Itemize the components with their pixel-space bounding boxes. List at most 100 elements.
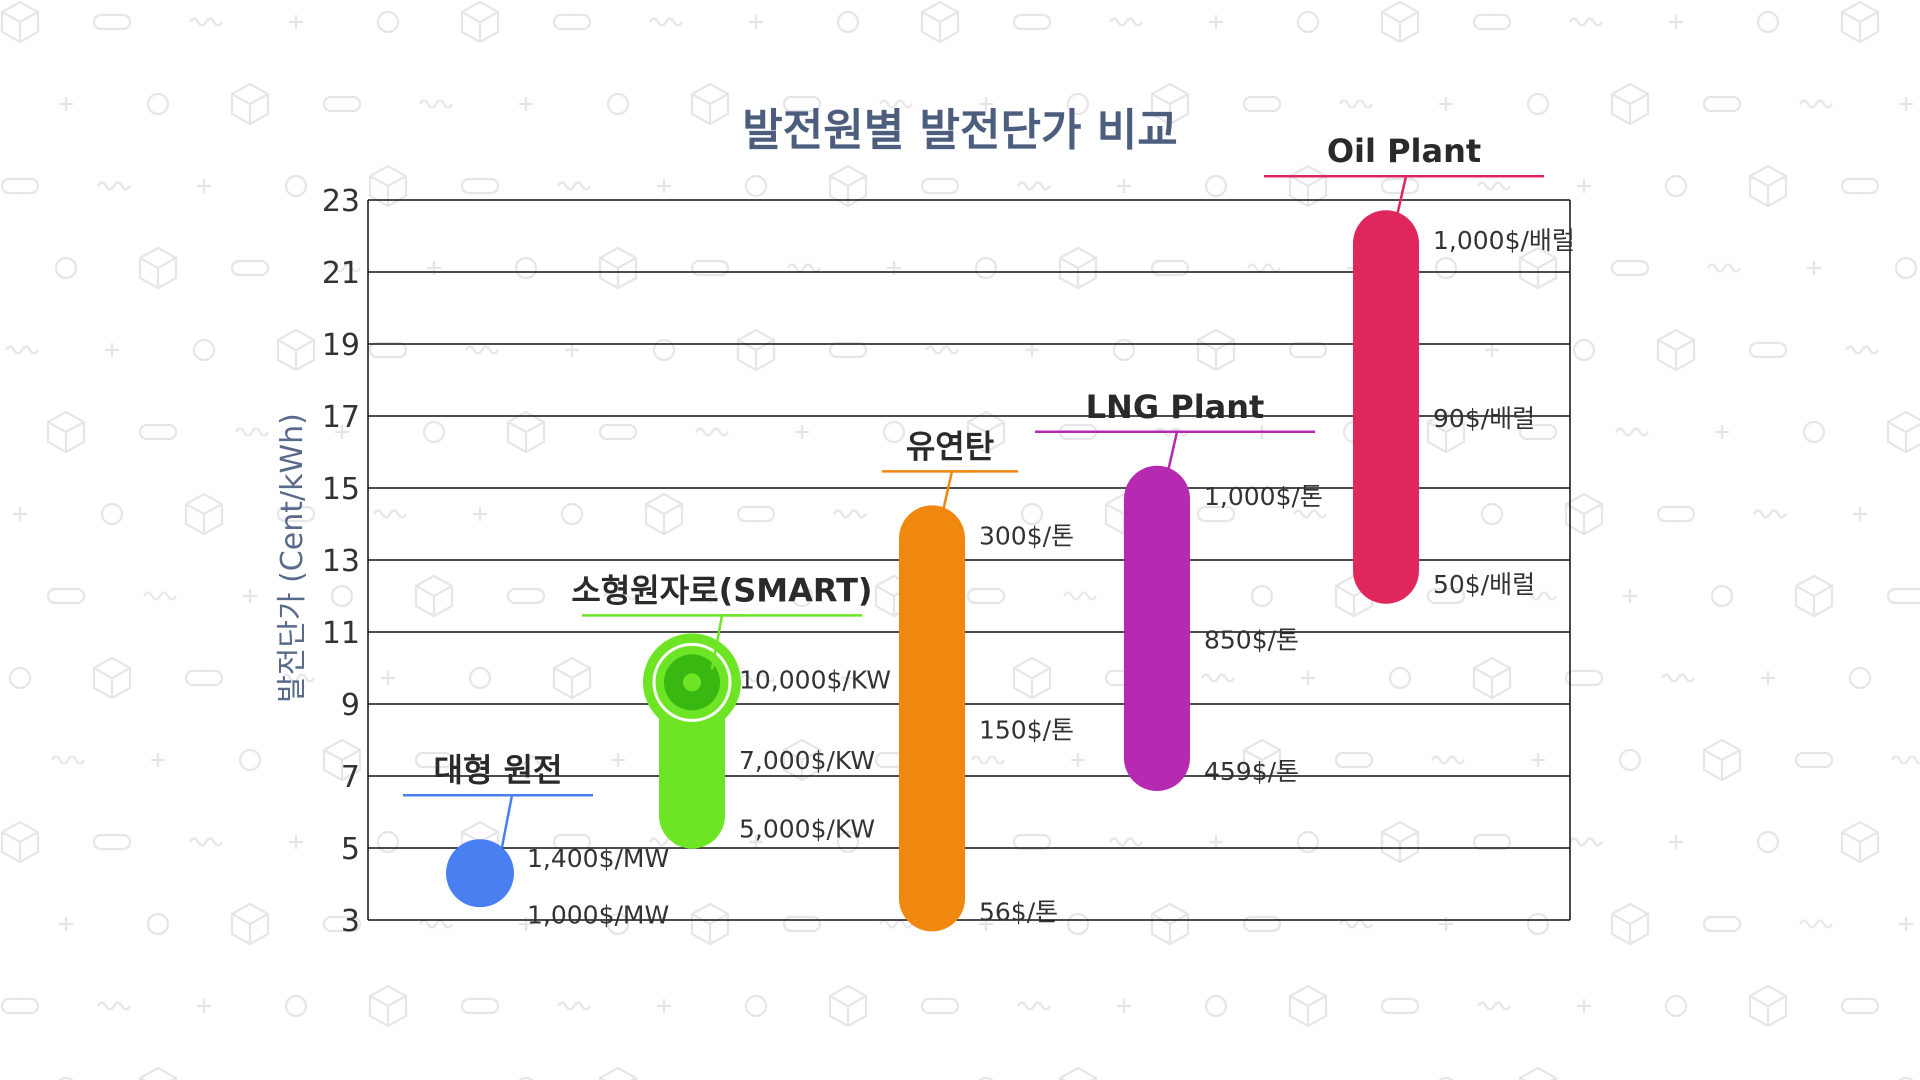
- pattern-glyph: [920, 177, 960, 195]
- pattern-glyph: [1301, 671, 1315, 685]
- cube-glyph: [1288, 984, 1328, 1028]
- ring-glyph: [1066, 92, 1090, 116]
- pattern-glyph: [744, 994, 768, 1018]
- pattern-glyph: [138, 246, 178, 290]
- pattern-glyph: [289, 835, 303, 849]
- ring-glyph: [468, 666, 492, 690]
- plus-glyph: [151, 753, 165, 767]
- pill-glyph: [184, 669, 224, 687]
- cube-glyph: [138, 246, 178, 290]
- pattern-glyph: [1380, 0, 1420, 44]
- plus-glyph: [289, 835, 303, 849]
- cube-glyph: [184, 492, 224, 536]
- pattern-glyph: [1794, 751, 1834, 769]
- cube-glyph: [0, 0, 40, 44]
- pattern-glyph: [841, 671, 855, 685]
- cube-glyph: [1748, 164, 1788, 208]
- wave-glyph: [1109, 17, 1143, 27]
- cube-glyph: [1564, 492, 1604, 536]
- plus-glyph: [703, 589, 717, 603]
- cube-glyph: [230, 902, 270, 946]
- cube-glyph: [46, 410, 86, 454]
- pattern-glyph: [978, 1076, 994, 1080]
- pattern-glyph: [1472, 13, 1512, 31]
- pill-glyph: [1472, 833, 1512, 851]
- pattern-glyph: [1756, 830, 1780, 854]
- pattern-glyph: [1380, 177, 1420, 195]
- ring-glyph: [330, 584, 354, 608]
- pattern-glyph: [1715, 425, 1729, 439]
- pattern-glyph: [557, 181, 591, 191]
- cube-glyph: [368, 164, 408, 208]
- pattern-glyph: [749, 15, 763, 29]
- pattern-glyph: [138, 1066, 178, 1080]
- pattern-glyph: [1209, 15, 1223, 29]
- plus-glyph: [1439, 97, 1453, 111]
- pattern-glyph: [8, 666, 32, 690]
- pattern-glyph: [1439, 97, 1453, 111]
- pattern-glyph: [644, 492, 684, 536]
- pattern-glyph: [1204, 174, 1228, 198]
- cube-glyph: [1840, 0, 1880, 44]
- pattern-glyph: [690, 82, 730, 126]
- series-name: LNG Plant: [1086, 388, 1265, 426]
- plus-glyph: [13, 507, 27, 521]
- series-name: Oil Plant: [1327, 132, 1481, 170]
- plus-glyph: [519, 97, 533, 111]
- ring-glyph: [1710, 584, 1734, 608]
- ring-glyph: [1756, 830, 1780, 854]
- plus-glyph: [1071, 753, 1085, 767]
- ring-glyph: [790, 584, 814, 608]
- pill-glyph: [460, 997, 500, 1015]
- pill-glyph: [920, 997, 960, 1015]
- pattern-glyph: [514, 256, 538, 280]
- pattern-glyph: [1012, 13, 1052, 31]
- pattern-glyph: [1242, 95, 1282, 113]
- pattern-glyph: [828, 341, 868, 359]
- pill-glyph: [552, 13, 592, 31]
- pattern-glyph: [966, 410, 1006, 454]
- value-label: 7,000$/KW: [739, 746, 875, 775]
- wave-glyph: [143, 591, 177, 601]
- pill-glyph: [1702, 95, 1742, 113]
- pattern-glyph: [1840, 997, 1880, 1015]
- cube-glyph: [1702, 738, 1742, 782]
- pattern-glyph: [0, 997, 40, 1015]
- wave-glyph: [833, 509, 867, 519]
- pattern-glyph: [1753, 509, 1787, 519]
- pattern-glyph: [289, 15, 303, 29]
- pill-glyph: [414, 751, 454, 769]
- pattern-glyph: [744, 174, 768, 198]
- pattern-glyph: [1623, 589, 1637, 603]
- ring-glyph: [146, 92, 170, 116]
- range-mark: [1353, 210, 1419, 604]
- ring-glyph: [882, 420, 906, 444]
- ring-glyph: [1526, 912, 1550, 936]
- pill-glyph: [1518, 423, 1558, 441]
- plus-glyph: [1209, 835, 1223, 849]
- wave-glyph: [97, 181, 131, 191]
- pattern-glyph: [836, 10, 860, 34]
- pattern-glyph: [1840, 820, 1880, 864]
- plus-glyph: [749, 835, 763, 849]
- plus-glyph: [335, 425, 349, 439]
- y-tick-label: 7: [341, 760, 360, 795]
- pattern-glyph: [1247, 263, 1281, 273]
- target-center: [683, 673, 701, 692]
- pattern-glyph: [1066, 92, 1090, 116]
- pill-glyph: [966, 587, 1006, 605]
- plus-glyph: [1531, 753, 1545, 767]
- pattern-glyph: [54, 256, 78, 280]
- plus-glyph: [841, 671, 855, 685]
- wave-glyph: [419, 919, 453, 929]
- cube-glyph: [276, 328, 316, 372]
- pattern-glyph: [276, 505, 316, 523]
- wave-glyph: [1477, 181, 1511, 191]
- pill-glyph: [322, 95, 362, 113]
- plus-glyph: [197, 179, 211, 193]
- pattern-glyph: [46, 587, 86, 605]
- pattern-glyph: [703, 589, 717, 603]
- ring-glyph: [744, 174, 768, 198]
